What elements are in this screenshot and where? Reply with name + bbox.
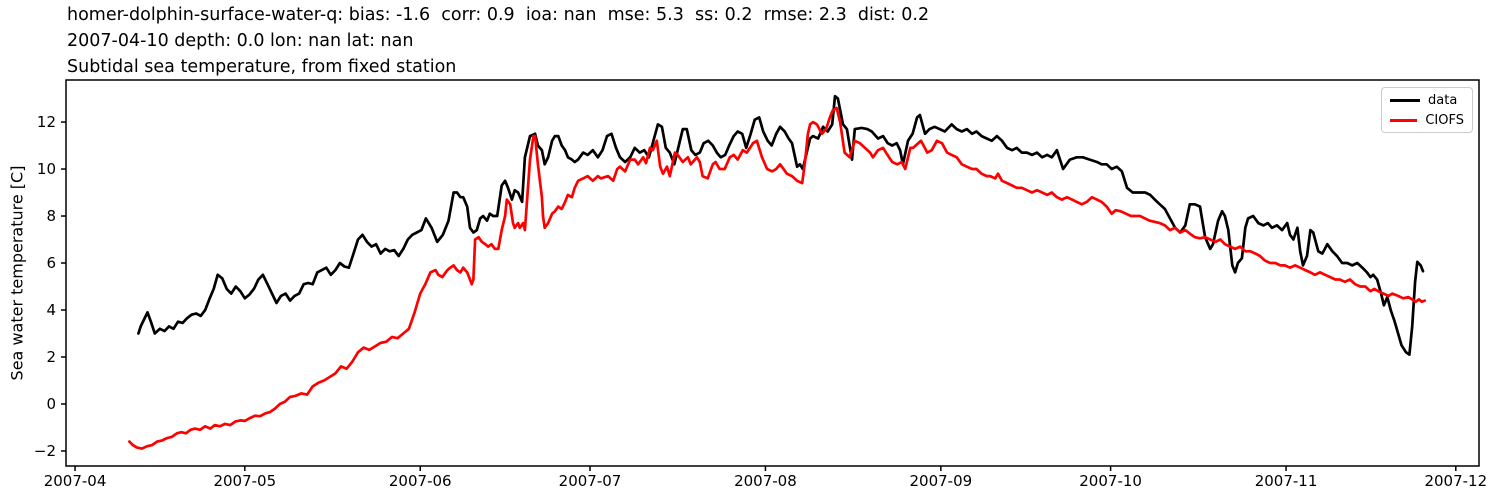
y-tick-label: 8 (46, 207, 56, 225)
x-tick-label: 2007-07 (559, 472, 622, 490)
y-tick-label: 12 (37, 113, 56, 131)
x-tick-label: 2007-06 (389, 472, 452, 490)
series-line-data (137, 94, 1425, 356)
date-meta-line: 2007-04-10 depth: 0.0 lon: nan lat: nan (67, 31, 414, 51)
legend-line-sample-data (1390, 98, 1420, 102)
x-tick-label: 2007-04 (44, 472, 107, 490)
y-tick-label: 6 (46, 254, 56, 272)
x-tick-label: 2007-05 (213, 472, 276, 490)
y-tick-label: 4 (46, 301, 56, 319)
chart-title: Subtidal sea temperature, from fixed sta… (67, 57, 457, 77)
legend-line-sample-ciofs (1390, 118, 1418, 122)
legend-label-data: data (1428, 92, 1458, 108)
y-tick-label: 10 (37, 160, 56, 178)
y-tick-label: −2 (34, 442, 56, 460)
y-tick-label: 0 (46, 395, 56, 413)
x-tick-label: 2007-09 (910, 472, 973, 490)
x-tick-label: 2007-10 (1079, 472, 1142, 490)
legend-entry-ciofs: CIOFS (1390, 112, 1464, 128)
stats-header-line: homer-dolphin-surface-water-q: bias: -1.… (67, 5, 930, 25)
legend-label-ciofs: CIOFS (1425, 112, 1464, 128)
legend-entry-data: data (1390, 92, 1464, 108)
x-tick-label: 2007-11 (1255, 472, 1318, 490)
series-line-CIOFS (128, 106, 1427, 450)
plot-border (65, 79, 1480, 467)
x-tick-label: 2007-08 (734, 472, 797, 490)
legend: data CIOFS (1381, 87, 1473, 133)
x-tick-label: 2007-12 (1424, 472, 1487, 490)
y-tick-label: 2 (46, 348, 56, 366)
